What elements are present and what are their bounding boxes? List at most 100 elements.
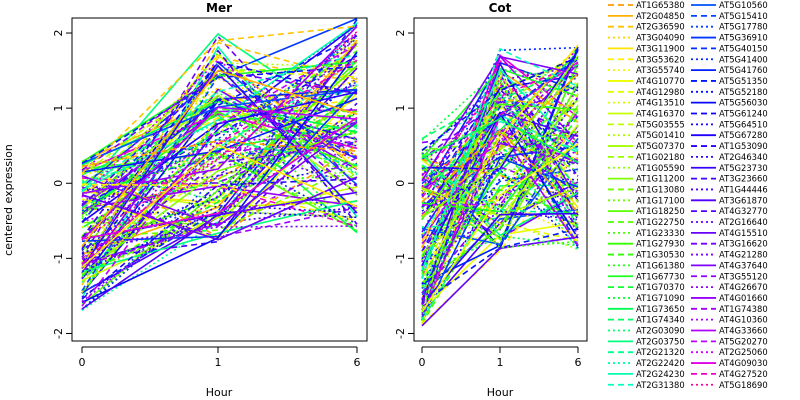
legend-label: AT5G36910 [719, 33, 768, 43]
cot-series-line [421, 88, 579, 192]
x-tick-label: 0 [419, 356, 426, 369]
mer-series-line [81, 113, 358, 172]
mer-series-line [81, 75, 358, 292]
legend-label: AT2G46340 [719, 152, 768, 162]
legend-label: AT2G21320 [636, 347, 685, 357]
mer-series-line [81, 106, 358, 241]
cot-y-axis: -2 -1 0 1 2 [394, 30, 414, 339]
legend-label: AT1G05590 [636, 163, 685, 173]
legend-label: AT2G31380 [636, 380, 685, 390]
mer-series-line [81, 210, 358, 278]
cot-series-line [421, 44, 579, 229]
legend-label: AT3G55120 [719, 271, 768, 281]
mer-series-line [81, 148, 358, 251]
mer-series-line [81, 97, 358, 173]
legend-label: AT4G26670 [719, 282, 768, 292]
legend-label: AT4G15510 [719, 228, 768, 238]
y-tick-label: 0 [52, 180, 65, 187]
legend-label: AT3G23660 [719, 174, 768, 184]
cot-series-line [421, 70, 579, 313]
x-tick-label: 0 [79, 356, 86, 369]
mer-x-axis: 0 1 6 [79, 346, 361, 369]
mer-series-line [81, 143, 358, 255]
mer-series-line [81, 56, 358, 286]
legend-label: AT4G12980 [636, 87, 685, 97]
mer-series-line [81, 136, 358, 215]
legend-label: AT2G04850 [636, 11, 685, 21]
cot-series-line [421, 236, 579, 327]
mer-series-line [81, 51, 358, 304]
cot-plot-frame [413, 17, 588, 342]
legend-label: AT4G13510 [636, 98, 685, 108]
legend-label: AT1G13080 [636, 184, 685, 194]
mer-series-line [81, 204, 358, 298]
y-axis-label: centered expression [2, 144, 15, 256]
legend-label: AT1G65380 [636, 0, 685, 10]
cot-series-line [421, 148, 579, 251]
cot-series-line [421, 49, 579, 170]
mer-series-line [81, 61, 358, 250]
legend-label: AT5G67280 [719, 130, 768, 140]
legend-label: AT2G24230 [636, 369, 685, 379]
cot-series-line [421, 49, 579, 262]
legend-label: AT4G33660 [719, 326, 768, 336]
cot-series-line [421, 151, 579, 285]
legend-label: AT2G25060 [719, 347, 768, 357]
x-tick-label: 1 [215, 356, 222, 369]
cot-series-line [421, 143, 579, 313]
legend-label: AT4G01660 [719, 293, 768, 303]
legend-label: AT5G15410 [719, 11, 768, 21]
legend-label: AT5G17780 [719, 22, 768, 32]
legend-label: AT5G10560 [719, 0, 768, 10]
legend-label: AT2G22420 [636, 358, 685, 368]
cot-series-line [421, 210, 579, 266]
panel-cot-title: Cot [489, 1, 512, 15]
cot-series-line [421, 212, 579, 306]
panel-mer: Mer -2 -1 0 1 2 0 1 6 Hour [52, 1, 368, 399]
mer-series-line [81, 121, 358, 228]
y-tick-label: -1 [394, 253, 407, 264]
legend-label: AT1G70370 [636, 282, 685, 292]
y-tick-label: 0 [394, 180, 407, 187]
cot-series-line [421, 166, 579, 214]
legend-label: AT4G32770 [719, 206, 768, 216]
cot-series-line [421, 164, 579, 215]
legend-label: AT1G74380 [719, 304, 768, 314]
y-tick-label: 2 [52, 30, 65, 37]
mer-series-line [81, 225, 358, 248]
legend-label: AT5G23730 [719, 163, 768, 173]
legend-label: AT3G53620 [636, 54, 685, 64]
cot-series-line [421, 129, 579, 213]
cot-series-line [421, 47, 579, 280]
legend-label: AT1G53090 [719, 141, 768, 151]
cot-x-axis-label: Hour [487, 386, 514, 399]
y-tick-label: -2 [52, 328, 65, 339]
mer-series-line [81, 138, 358, 184]
cot-series-line [421, 133, 579, 209]
mer-plot-frame [71, 17, 368, 342]
legend-label: AT1G27930 [636, 239, 685, 249]
mer-series-line [81, 69, 358, 247]
legend-label: AT1G22750 [636, 217, 685, 227]
mer-series-line [81, 91, 358, 207]
y-tick-label: 1 [52, 105, 65, 112]
cot-series-line [421, 159, 579, 256]
mer-series-line [81, 74, 358, 178]
cot-series-line [421, 46, 579, 285]
x-tick-label: 6 [575, 356, 582, 369]
legend-label: AT4G09030 [719, 358, 768, 368]
mer-series-line [81, 206, 358, 254]
mer-series-line [81, 94, 358, 207]
legend-label: AT5G20270 [719, 336, 768, 346]
cot-series-line [421, 168, 579, 247]
legend-label: AT3G11900 [636, 43, 685, 53]
y-tick-label: 1 [394, 105, 407, 112]
mer-series-line [81, 86, 358, 188]
cot-series-line [421, 197, 579, 237]
mer-series-line [81, 22, 358, 191]
mer-series-line [81, 191, 358, 310]
cot-series-line [421, 141, 579, 251]
legend-label: AT1G67730 [636, 271, 685, 281]
cot-series-line [421, 103, 579, 220]
legend-label: AT4G16370 [636, 109, 685, 119]
